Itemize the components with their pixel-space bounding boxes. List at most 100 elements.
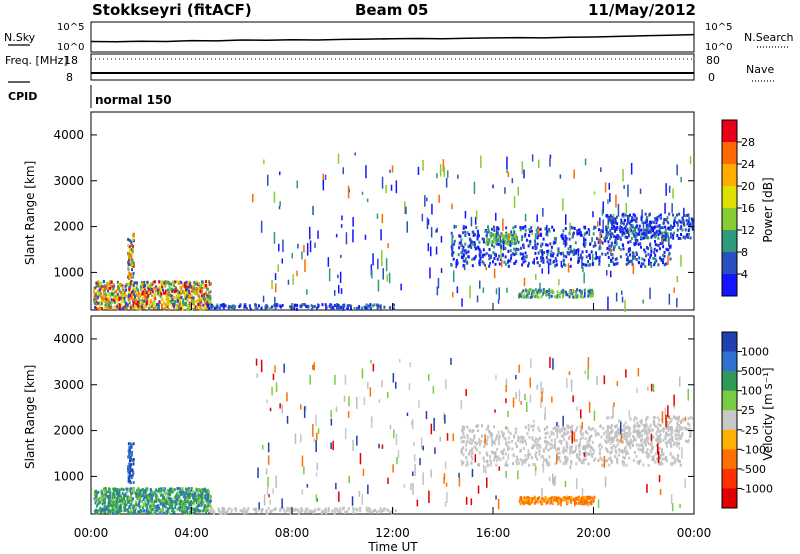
scatter-point [147, 496, 150, 500]
colorbar-swatch [722, 186, 737, 209]
scatter-point [632, 264, 635, 274]
scatter-point [387, 508, 390, 512]
scatter-point [505, 398, 507, 404]
scatter-point [657, 440, 660, 444]
scatter-point [107, 289, 110, 293]
scatter-point [611, 222, 614, 226]
scatter-point [153, 280, 156, 284]
scatter-point [558, 439, 561, 443]
scatter-point [611, 460, 613, 464]
scatter-point [179, 487, 182, 491]
scatter-point [365, 506, 368, 510]
scatter-point [663, 250, 666, 254]
scatter-point [201, 488, 204, 492]
scatter-point [644, 234, 647, 237]
scatter-point [338, 507, 341, 511]
scatter-point [567, 497, 570, 501]
scatter-point [492, 239, 495, 243]
scatter-point [524, 393, 526, 401]
scatter-point [327, 257, 330, 267]
scatter-point [678, 424, 681, 428]
scatter-point [638, 224, 641, 228]
scatter-point [222, 303, 225, 307]
freq-label: Freq. [MHz] [5, 54, 68, 67]
scatter-point [197, 509, 200, 513]
scatter-point [622, 428, 625, 432]
scatter-point [145, 495, 148, 499]
scatter-point [511, 239, 514, 243]
scatter-point [579, 233, 582, 237]
scatter-point [548, 288, 551, 299]
scatter-point [475, 425, 478, 428]
scatter-point [571, 292, 574, 296]
scatter-point [127, 282, 130, 286]
scatter-point [213, 307, 216, 311]
scatter-point [101, 495, 104, 499]
scatter-point [495, 437, 498, 440]
power-colorbar-label: Power [dB] [761, 177, 775, 242]
scatter-point [601, 230, 604, 234]
scatter-point [381, 255, 383, 267]
scatter-point [235, 507, 238, 511]
scatter-point [464, 230, 467, 234]
scatter-point [519, 228, 522, 232]
scatter-point [550, 439, 553, 442]
scatter-point [93, 286, 96, 290]
scatter-point [124, 302, 127, 306]
scatter-point [162, 504, 165, 508]
scatter-point [466, 462, 469, 466]
scatter-point [542, 256, 544, 260]
scatter-point [117, 295, 120, 299]
scatter-point [469, 438, 472, 442]
scatter-point [130, 453, 133, 457]
scatter-point [497, 456, 500, 460]
scatter-point [620, 221, 622, 225]
scatter-point [301, 509, 304, 513]
scatter-point [629, 259, 632, 263]
scatter-point [290, 306, 293, 310]
scatter-point [531, 246, 534, 250]
scatter-point [541, 249, 543, 257]
scatter-point [94, 501, 97, 505]
scatter-point [640, 418, 643, 422]
scatter-point [172, 302, 174, 306]
scatter-point [116, 492, 119, 496]
scatter-point [244, 305, 247, 309]
colorbar-swatch [722, 274, 737, 297]
scatter-point [142, 502, 145, 506]
scatter-point [111, 498, 114, 502]
scatter-point [122, 306, 125, 310]
scatter-point [474, 254, 477, 258]
scatter-point [190, 502, 193, 506]
scatter-point [622, 455, 625, 459]
scatter-point [595, 252, 597, 260]
scatter-point [592, 448, 594, 452]
scatter-point [348, 475, 350, 483]
scatter-point [523, 277, 526, 287]
scatter-point [623, 447, 626, 451]
scatter-point [99, 282, 102, 286]
scatter-point [115, 289, 118, 293]
scatter-point [225, 511, 228, 515]
scatter-point [513, 242, 516, 246]
scatter-point [117, 508, 120, 512]
scatter-point [112, 287, 115, 290]
scatter-point [665, 235, 668, 239]
scatter-point [179, 298, 182, 302]
scatter-point [95, 297, 98, 301]
scatter-point [625, 369, 627, 378]
scatter-point [221, 507, 223, 511]
scatter-point [167, 280, 170, 284]
scatter-point [209, 503, 211, 507]
scatter-point [566, 442, 569, 446]
scatter-point [127, 465, 130, 468]
scatter-point [146, 283, 149, 287]
scatter-point [624, 426, 627, 430]
scatter-point [113, 492, 116, 496]
scatter-point [126, 303, 129, 307]
scatter-point [578, 446, 581, 449]
scatter-point [576, 288, 579, 292]
scatter-point [356, 435, 358, 446]
scatter-point [667, 433, 670, 437]
scatter-point [293, 508, 296, 512]
